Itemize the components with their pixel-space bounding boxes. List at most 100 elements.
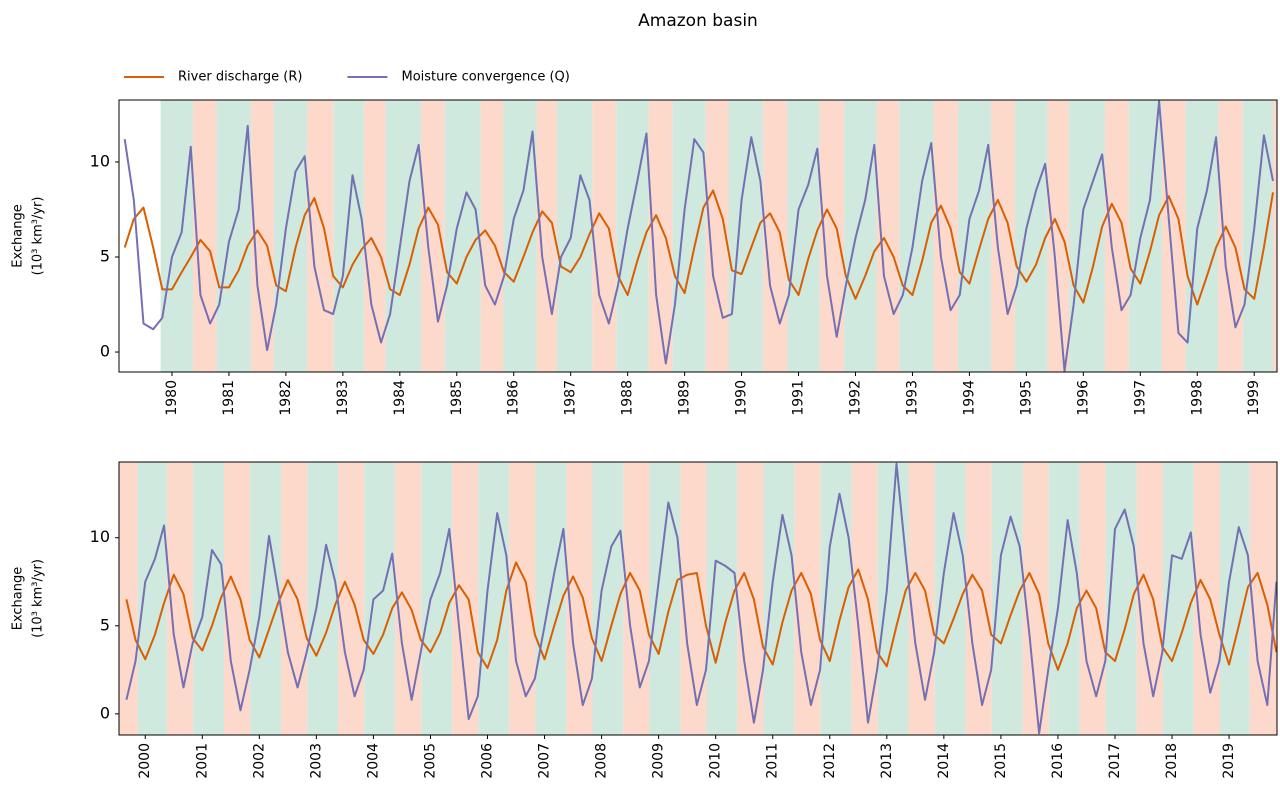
shading-band: [420, 100, 445, 372]
y-axis-label: Exchange: [11, 204, 26, 268]
x-tick-label: 2017: [1107, 743, 1123, 779]
x-tick-label: 2007: [537, 743, 553, 779]
x-tick-label: 2014: [936, 743, 952, 779]
y-tick-label: 0: [100, 342, 110, 361]
y-tick-label: 5: [100, 247, 110, 266]
x-tick-label: 1991: [791, 380, 807, 416]
y-axis-label: (10³ km³/yr): [31, 197, 46, 276]
axes-frame: [118, 461, 1278, 736]
shading-band: [680, 462, 707, 735]
x-tick-label: 1990: [734, 380, 750, 416]
legend-label: River discharge (R): [178, 70, 302, 85]
x-tick-label: 1981: [221, 380, 237, 416]
series-line: [125, 462, 1277, 735]
x-tick-label: 1986: [506, 380, 522, 416]
x-tick-label: 2013: [879, 743, 895, 779]
shading-band: [1273, 100, 1277, 372]
shading-band: [536, 100, 558, 372]
plot-area: [123, 100, 1277, 372]
x-tick-label: 2005: [422, 743, 438, 779]
shading-band: [444, 100, 481, 372]
y-axis-label: (10³ km³/yr): [31, 559, 46, 638]
x-tick-label: 1980: [164, 380, 180, 416]
shading-band: [728, 100, 764, 372]
shading-band: [616, 100, 649, 372]
shading-band: [307, 462, 339, 735]
x-tick-label: 1994: [961, 380, 977, 416]
y-tick-label: 10: [90, 527, 110, 546]
x-tick-label: 2015: [993, 743, 1009, 779]
shading-band: [395, 462, 422, 735]
plot-area: [119, 462, 1277, 735]
shading-band: [333, 100, 364, 372]
shading-band: [965, 462, 992, 735]
shading-band: [1242, 100, 1274, 372]
series-line: [125, 561, 1277, 671]
legend-label: Moisture convergence (Q): [401, 70, 569, 85]
shading-band: [364, 462, 396, 735]
x-tick-label: 2009: [651, 743, 667, 779]
y-axis-label: Exchange: [11, 567, 26, 631]
x-tick-label: 1989: [677, 380, 693, 416]
shading-band: [1105, 462, 1137, 735]
axes-frame: [118, 99, 1278, 373]
shading-band: [844, 100, 877, 372]
shading-band: [557, 100, 593, 372]
shading-band: [705, 100, 729, 372]
x-tick-label: 1995: [1018, 380, 1034, 416]
shading-band: [648, 100, 673, 372]
x-tick-label: 1982: [278, 380, 294, 416]
shading-band: [281, 462, 308, 735]
x-tick-label: 1984: [392, 380, 408, 416]
x-tick-label: 2001: [194, 743, 210, 779]
shading-band: [160, 100, 194, 372]
shading-band: [933, 100, 959, 372]
x-tick-label: 1987: [563, 380, 579, 416]
x-tick-label: 1992: [847, 380, 863, 416]
shading-band: [649, 462, 681, 735]
shading-band: [876, 100, 900, 372]
shading-band: [1249, 462, 1277, 735]
shading-band: [250, 462, 282, 735]
shading-band: [421, 462, 453, 735]
shading-band: [672, 100, 706, 372]
shading-band: [592, 100, 617, 372]
series-line: [123, 100, 1274, 372]
shading-band: [958, 100, 992, 372]
shading-band: [1128, 100, 1162, 372]
shading-band: [273, 100, 307, 372]
shading-band: [363, 100, 386, 372]
shading-band: [385, 100, 421, 372]
shading-band: [1047, 100, 1070, 372]
shading-band: [193, 100, 217, 372]
x-tick-label: 2003: [308, 743, 324, 779]
shading-band: [1185, 100, 1219, 372]
x-tick-label: 1997: [1132, 380, 1148, 416]
x-tick-label: 2002: [251, 743, 267, 779]
shading-band: [1161, 100, 1186, 372]
x-tick-label: 2006: [480, 743, 496, 779]
chart-title: Amazon basin: [638, 11, 758, 31]
x-tick-label: 2008: [594, 743, 610, 779]
x-tick-label: 1988: [620, 380, 636, 416]
x-tick-label: 1998: [1189, 380, 1205, 416]
x-tick-label: 2000: [137, 743, 153, 779]
shading-band: [251, 100, 274, 372]
x-tick-label: 2010: [708, 743, 724, 779]
x-tick-label: 2012: [822, 743, 838, 779]
x-tick-label: 1983: [335, 380, 351, 416]
shading-band: [787, 100, 820, 372]
x-tick-label: 2011: [765, 743, 781, 779]
shading-band: [1104, 100, 1129, 372]
shading-band: [1136, 462, 1163, 735]
shading-band: [119, 462, 138, 735]
x-tick-label: 1993: [904, 380, 920, 416]
shading-band: [480, 100, 504, 372]
shading-band: [763, 100, 788, 372]
x-tick-label: 2019: [1221, 743, 1237, 779]
shading-band: [1014, 100, 1048, 372]
shading-band: [535, 462, 567, 735]
x-tick-label: 1999: [1246, 380, 1262, 416]
